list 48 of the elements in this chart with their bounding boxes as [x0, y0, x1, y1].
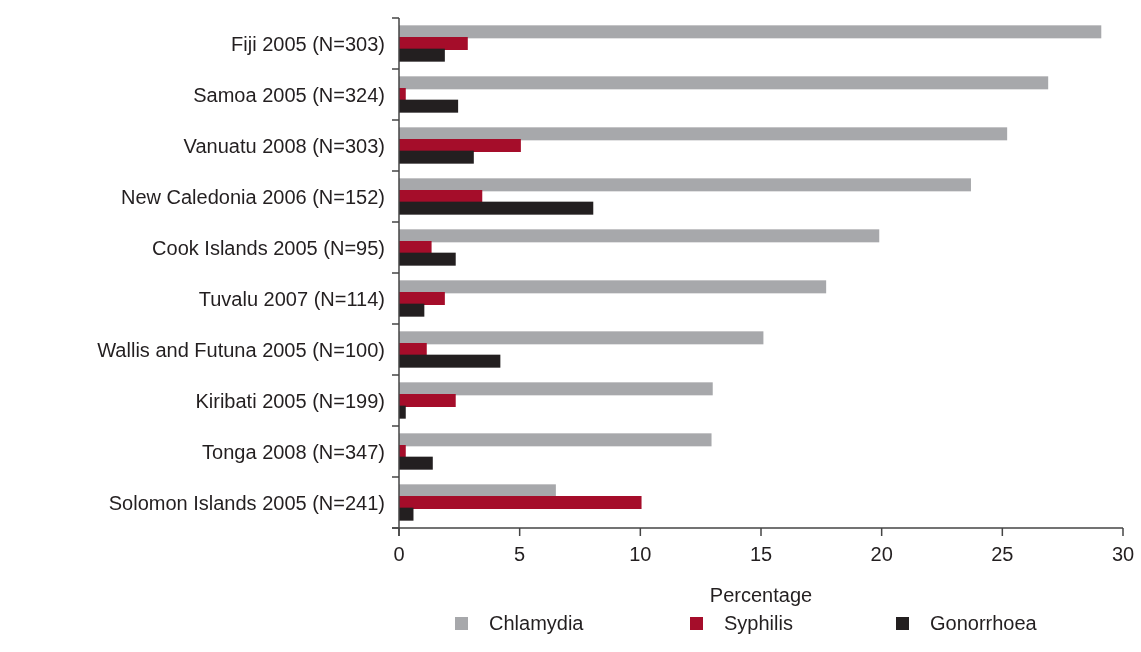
bar [399, 127, 1008, 141]
bar [399, 241, 432, 254]
y-tick-label: Kiribati 2005 (N=199) [195, 389, 385, 412]
bar [399, 292, 445, 305]
x-tick-label: 0 [393, 543, 405, 565]
y-tick-label: New Caledonia 2006 (N=152) [120, 185, 385, 208]
bar [399, 252, 456, 266]
x-tick-label: 5 [514, 543, 526, 565]
bar [399, 25, 1102, 39]
bar [399, 496, 642, 509]
x-tick-label: 15 [749, 543, 773, 565]
y-tick-label: Solomon Islands 2005 (N=241) [108, 491, 385, 514]
legend-label: Syphilis [724, 612, 793, 634]
bar [399, 139, 521, 152]
bar [399, 394, 456, 407]
bar [399, 190, 483, 203]
bar [399, 150, 474, 164]
bar [399, 178, 971, 192]
legend-label: Chlamydia [489, 612, 585, 634]
bar [399, 99, 459, 113]
bar [399, 484, 556, 498]
x-tick-label: 20 [870, 543, 893, 565]
y-tick-label: Vanuatu 2008 (N=303) [183, 134, 385, 157]
bar [399, 354, 501, 368]
bar [399, 303, 425, 317]
x-tick-label: 30 [1111, 543, 1135, 565]
bar [399, 433, 712, 447]
y-tick-label: Tonga 2008 (N=347) [202, 440, 385, 463]
bar [399, 343, 427, 356]
bar [399, 280, 827, 294]
bar [399, 456, 433, 470]
x-axis-title: Percentage [709, 584, 813, 606]
bar [399, 229, 880, 243]
x-tick-label: 10 [629, 543, 652, 565]
bar [399, 37, 468, 50]
bar [399, 201, 594, 215]
x-tick-label: 25 [991, 543, 1014, 565]
bar [399, 331, 764, 345]
bar [399, 48, 445, 62]
bar [399, 507, 414, 521]
y-tick-label: Tuvalu 2007 (N=114) [198, 287, 385, 310]
y-tick-label: Wallis and Futuna 2005 (N=100) [97, 338, 385, 361]
y-tick-label: Fiji 2005 (N=303) [231, 32, 385, 55]
legend-label: Gonorrhoea [930, 612, 1038, 634]
bar [399, 76, 1049, 90]
y-tick-label: Samoa 2005 (N=324) [193, 83, 385, 106]
y-tick-label: Cook Islands 2005 (N=95) [152, 236, 385, 259]
bar [399, 382, 713, 396]
